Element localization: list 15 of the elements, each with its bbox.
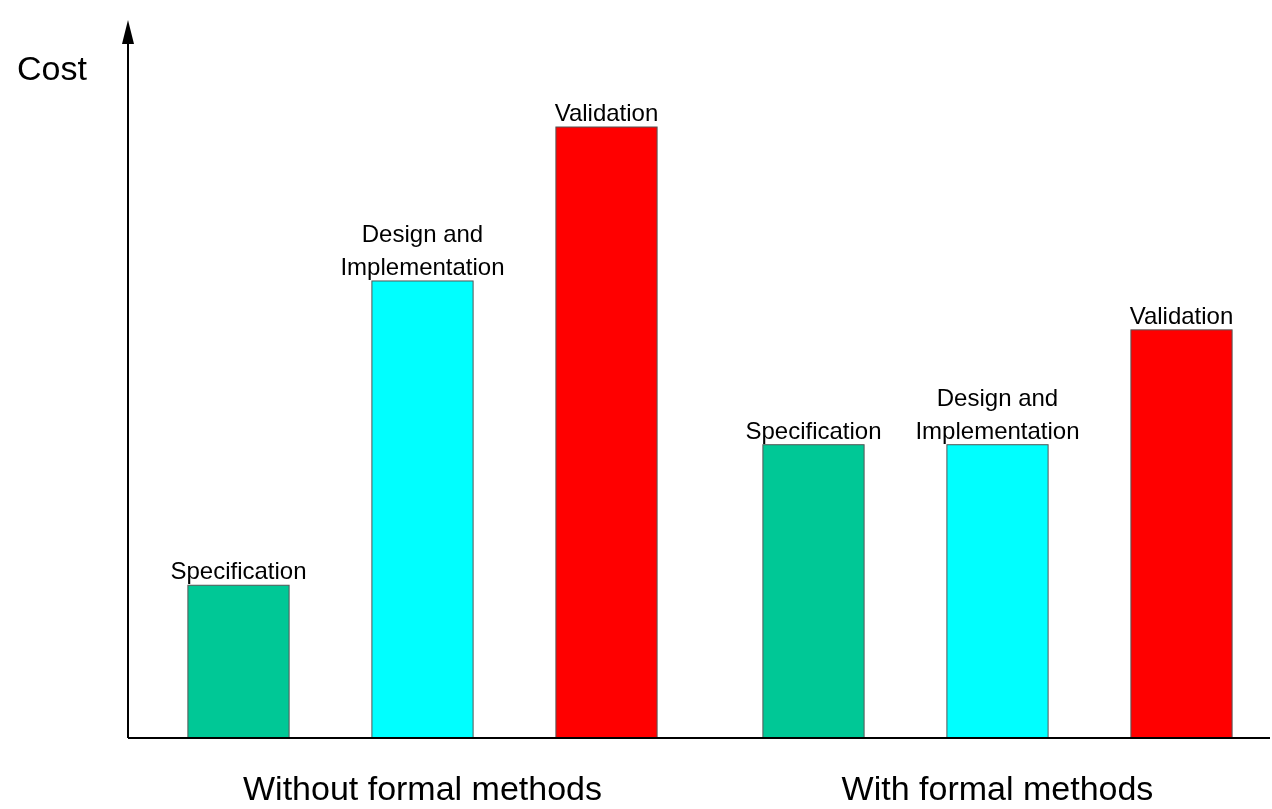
series-label: Validation: [554, 99, 659, 126]
text: Specification: [745, 416, 882, 444]
bar: [555, 126, 658, 739]
bar: [762, 444, 865, 739]
series-label: Specification: [170, 557, 307, 585]
text: Validation: [1129, 301, 1234, 329]
text: Design and Implementation: [915, 383, 1080, 444]
bar: [1130, 329, 1233, 739]
x-tick-label: With formal methods: [841, 769, 1154, 807]
y-axis-title: Cost: [17, 49, 88, 87]
series-label: Design and Implementation: [340, 219, 505, 280]
bar: [371, 280, 474, 739]
x-tick-label: Without formal methods: [242, 769, 603, 807]
bar: [187, 584, 290, 739]
bar: [946, 444, 1049, 739]
